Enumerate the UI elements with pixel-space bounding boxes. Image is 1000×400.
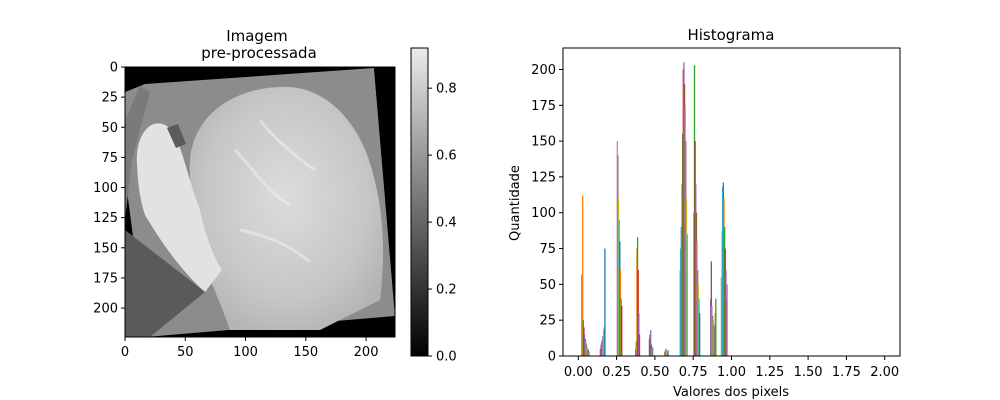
image-title-line1: Imagem bbox=[226, 27, 288, 45]
histogram-y-tick-label: 200 bbox=[531, 63, 556, 78]
histogram-x-tick-label: 0.75 bbox=[679, 365, 708, 380]
histogram-bar bbox=[621, 305, 623, 356]
colorbar-axis: 0.0 0.2 0.4 0.6 0.8 bbox=[428, 82, 457, 365]
image-panel: Imagem pre-processada 0 50 100 150 200 0 25 50… bbox=[93, 27, 396, 360]
image-x-tick-label: 150 bbox=[293, 345, 318, 360]
colorbar-gradient bbox=[410, 47, 429, 357]
histogram-y-tick-label: 25 bbox=[539, 314, 556, 329]
histogram-frame bbox=[562, 47, 901, 357]
histogram-bar bbox=[588, 351, 590, 356]
image-frame bbox=[124, 66, 396, 338]
histogram-bar bbox=[715, 298, 717, 356]
histogram-x-tick-label: 1.75 bbox=[832, 365, 861, 380]
colorbar: 0.0 0.2 0.4 0.6 0.8 bbox=[410, 47, 457, 365]
colorbar-tick-label: 0.8 bbox=[436, 82, 457, 97]
image-y-tick-label: 175 bbox=[93, 271, 118, 286]
histogram-x-tick-label: 1.25 bbox=[755, 365, 784, 380]
image-y-tick-label: 50 bbox=[101, 121, 118, 136]
histogram-x-tick-label: 2.00 bbox=[870, 365, 899, 380]
image-title-line2: pre-processada bbox=[201, 44, 317, 62]
image-y-tick-label: 75 bbox=[101, 151, 118, 166]
histogram-xlabel: Valores dos pixels bbox=[673, 385, 789, 400]
colorbar-tick-label: 0.6 bbox=[436, 149, 457, 164]
histogram-x-tick-label: 0.25 bbox=[602, 365, 631, 380]
image-y-tick-label: 0 bbox=[110, 61, 118, 76]
histogram-bar bbox=[726, 284, 728, 356]
preprocessed-image bbox=[125, 67, 395, 337]
histogram-x-tick-label: 1.50 bbox=[794, 365, 823, 380]
histogram-bar bbox=[686, 234, 688, 356]
colorbar-tick-label: 0.0 bbox=[436, 350, 457, 365]
image-y-tick-label: 150 bbox=[93, 241, 118, 256]
image-y-axis: 0 25 50 75 100 125 150 175 200 bbox=[93, 61, 125, 317]
image-x-axis: 0 50 100 150 200 bbox=[121, 337, 379, 360]
image-x-tick-label: 50 bbox=[177, 345, 194, 360]
histogram-y-tick-label: 125 bbox=[531, 170, 556, 185]
histogram-y-tick-label: 0 bbox=[548, 350, 556, 365]
image-x-tick-label: 100 bbox=[233, 345, 258, 360]
image-y-tick-label: 125 bbox=[93, 211, 118, 226]
histogram-bar bbox=[582, 195, 584, 356]
image-x-tick-label: 0 bbox=[121, 345, 129, 360]
histogram-bar bbox=[667, 350, 669, 356]
histogram-panel: Histograma 0.00 0.25 0.50 0.75 1.00 1.25 1.50 1… bbox=[508, 26, 901, 400]
histogram-bar bbox=[651, 347, 654, 356]
image-x-tick-label: 200 bbox=[354, 345, 379, 360]
colorbar-tick-label: 0.4 bbox=[436, 216, 457, 231]
histogram-bar bbox=[650, 330, 652, 356]
image-y-tick-label: 200 bbox=[93, 302, 118, 317]
histogram-title: Histograma bbox=[687, 26, 774, 44]
image-y-tick-label: 25 bbox=[101, 91, 118, 106]
image-y-tick-label: 100 bbox=[93, 181, 118, 196]
histogram-y-axis: 0 25 50 75 100 125 150 175 200 bbox=[531, 63, 563, 365]
histogram-y-tick-label: 50 bbox=[539, 278, 556, 293]
histogram-bar bbox=[604, 248, 606, 356]
histogram-y-tick-label: 175 bbox=[531, 99, 556, 114]
histogram-y-tick-label: 75 bbox=[539, 242, 556, 257]
histogram-bar bbox=[638, 334, 641, 356]
colorbar-tick-label: 0.2 bbox=[436, 283, 457, 298]
histogram-bar bbox=[698, 313, 701, 356]
histogram-x-tick-label: 1.00 bbox=[717, 365, 746, 380]
histogram-x-axis: 0.00 0.25 0.50 0.75 1.00 1.25 1.50 1.75 2.00 bbox=[564, 356, 899, 380]
histogram-y-tick-label: 150 bbox=[531, 135, 556, 150]
histogram-x-tick-label: 0.50 bbox=[640, 365, 669, 380]
histogram-x-tick-label: 0.00 bbox=[564, 365, 593, 380]
histogram-ylabel: Quantidade bbox=[508, 165, 523, 241]
histogram-bars bbox=[581, 62, 728, 356]
histogram-y-tick-label: 100 bbox=[531, 206, 556, 221]
